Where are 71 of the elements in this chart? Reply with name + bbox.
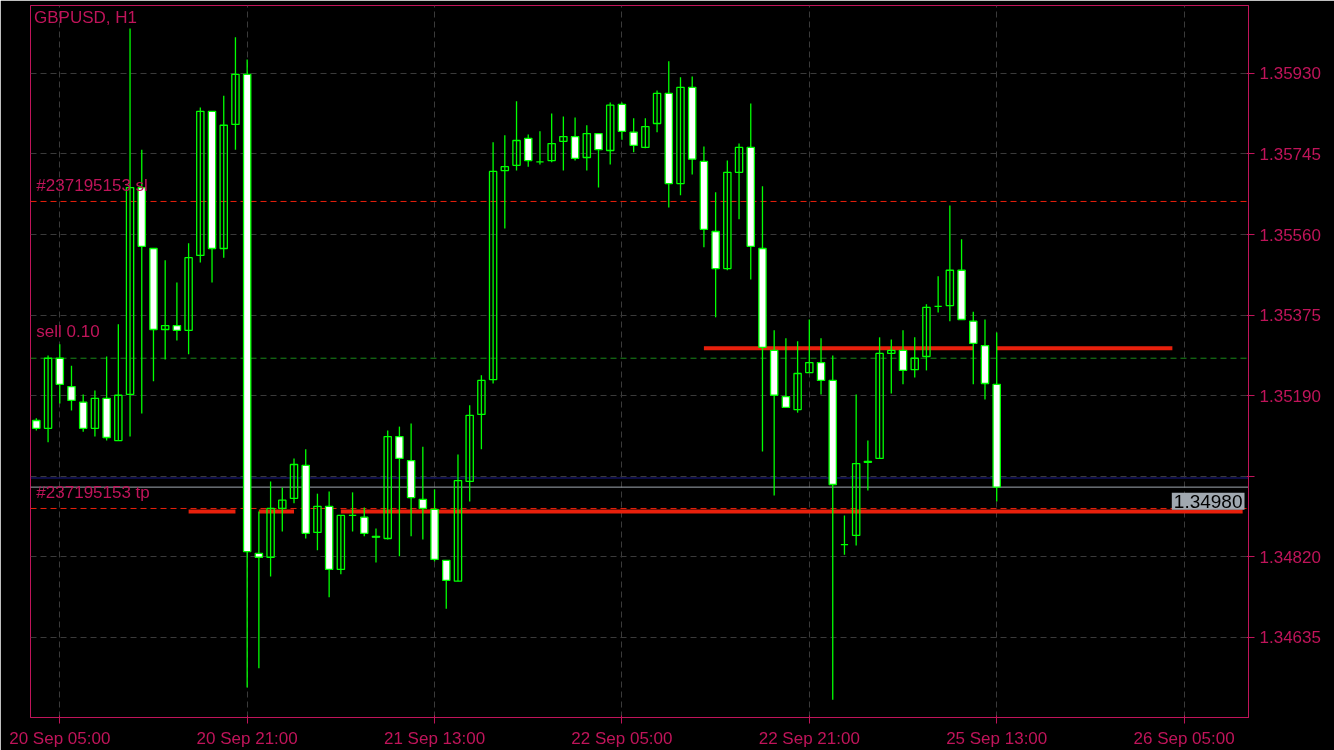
- y-tick-label: 1.34635: [1259, 628, 1321, 648]
- candlestick: [605, 101, 615, 166]
- x-tick-label: 20 Sep 05:00: [9, 728, 111, 748]
- candlestick: [114, 323, 123, 442]
- candlestick: [851, 393, 861, 547]
- candlestick: [418, 445, 428, 541]
- y-tick-label: 1.35375: [1259, 306, 1321, 326]
- candlestick: [969, 310, 978, 386]
- candlestick: [441, 559, 451, 610]
- x-tick-label: 25 Sep 13:00: [946, 728, 1048, 748]
- candlestick: [90, 389, 100, 438]
- x-tick-label: 21 Sep 13:00: [383, 728, 486, 748]
- candlestick: [289, 457, 299, 504]
- y-tick-label: 1.34820: [1259, 547, 1321, 567]
- x-tick-label: 20 Sep 21:00: [196, 728, 298, 748]
- candlestick: [910, 336, 919, 379]
- candlestick: [805, 318, 814, 374]
- candlestick: [594, 132, 603, 189]
- candlestick: [383, 429, 392, 541]
- candlestick: [160, 259, 170, 361]
- candlestick: [512, 100, 521, 172]
- candlestick: [922, 303, 931, 372]
- candlestick: [559, 115, 568, 172]
- candlestick: [523, 133, 533, 168]
- candlestick: [781, 337, 791, 409]
- candlestick: [67, 364, 76, 412]
- candlestick: [582, 124, 592, 172]
- x-tick-label: 26 Sep 05:00: [1133, 728, 1235, 748]
- candlestick: [360, 506, 369, 537]
- candlestick: [336, 514, 346, 575]
- ref-line-label: 1.34980: [1173, 490, 1243, 512]
- candlestick: [500, 134, 510, 230]
- candlestick: [652, 89, 662, 133]
- candlestick: [477, 374, 486, 450]
- ref-line-label: sell 0.10: [36, 322, 100, 342]
- candlestick: [629, 117, 638, 153]
- candlestick: [254, 510, 264, 669]
- candlestick: [184, 242, 193, 355]
- candlestick: [723, 159, 732, 271]
- candlestick: [231, 36, 240, 151]
- candlestick: [676, 76, 685, 197]
- candlestick: [945, 204, 955, 322]
- y-tick-label: 1.35560: [1259, 225, 1321, 245]
- y-tick-label: 1.35190: [1259, 386, 1321, 406]
- ref-line-label: #237195153 tp: [36, 483, 150, 503]
- candlestick: [875, 336, 884, 460]
- candlestick: [570, 116, 580, 162]
- x-tick-label: 22 Sep 05:00: [571, 728, 673, 748]
- candlestick: [887, 338, 896, 395]
- candlestick: [172, 281, 182, 342]
- candlestick: [196, 106, 205, 264]
- x-tick-label: 22 Sep 21:00: [758, 728, 860, 748]
- candlestick: [266, 480, 275, 578]
- candlestick: [395, 425, 404, 558]
- candlestick: [453, 453, 463, 582]
- candlestick: [488, 141, 498, 385]
- y-tick-label: 1.35745: [1259, 145, 1321, 164]
- y-tick-label: 1.35930: [1259, 64, 1321, 84]
- candlestick: [898, 329, 908, 386]
- candlestick: [313, 493, 322, 551]
- candlestick: [278, 486, 287, 533]
- candlestick: [641, 117, 650, 149]
- candlestick: [43, 354, 53, 443]
- candlestick: [816, 337, 826, 396]
- candlestick: [734, 142, 744, 220]
- candlestick: [219, 94, 229, 259]
- candlestick: [371, 527, 381, 564]
- candlestick: [793, 340, 802, 414]
- chart-title: GBPUSD, H1: [34, 7, 137, 27]
- candlestick: [547, 112, 556, 163]
- candlestick: [465, 404, 474, 503]
